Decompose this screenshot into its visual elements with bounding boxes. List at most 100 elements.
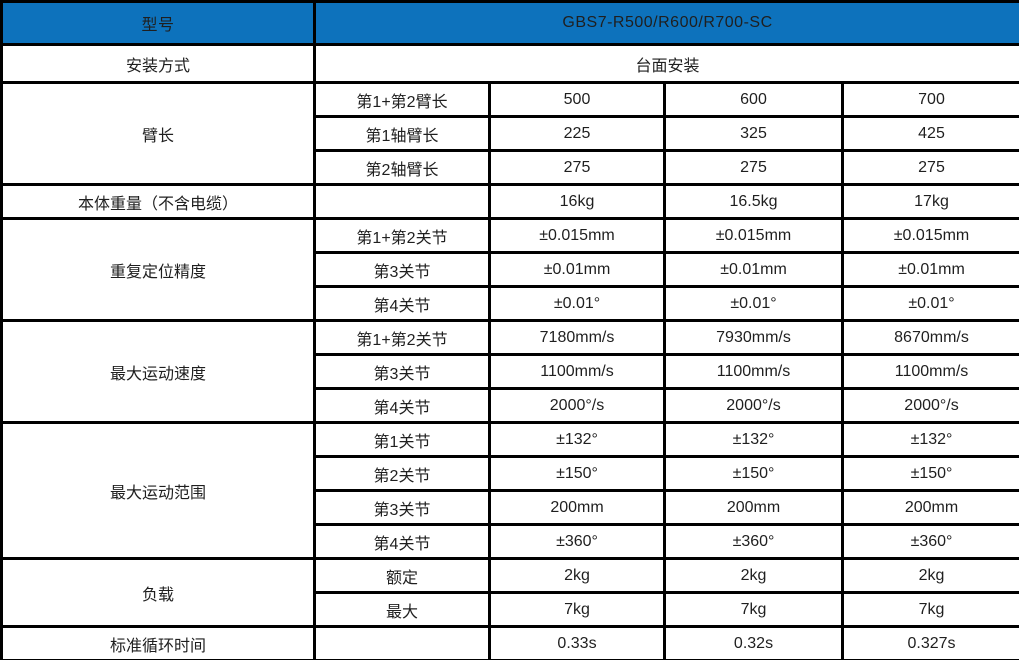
sub-label-cell: 第1+第2臂长 xyxy=(313,81,491,118)
sub-label-cell: 第1+第2关节 xyxy=(313,319,491,356)
table-row: 最大运动速度 第1+第2关节 7180mm/s 7930mm/s 8670mm/… xyxy=(0,319,1019,424)
value-cell: ±360° xyxy=(840,523,1019,560)
table-row: 臂长 第1+第2臂长 500 600 700 xyxy=(0,81,1019,186)
value-cell: 2kg xyxy=(488,557,666,594)
sub-label-cell: 第2轴臂长 xyxy=(313,149,491,186)
value-cell: 2000°/s xyxy=(488,387,666,424)
value-cell: 7kg xyxy=(663,591,844,628)
value-cell: 7930mm/s xyxy=(663,319,844,356)
value-cell: 2000°/s xyxy=(840,387,1019,424)
table-row: 安装方式 台面安装 xyxy=(0,43,1019,84)
section-label-max-range: 最大运动范围 xyxy=(0,421,316,560)
sub-label-cell: 第2关节 xyxy=(313,455,491,492)
value-cell: 200mm xyxy=(663,489,844,526)
table-row: 本体重量（不含电缆） 16kg 16.5kg 17kg xyxy=(0,183,1019,220)
value-cell: ±0.01mm xyxy=(840,251,1019,288)
sub-label-cell: 第3关节 xyxy=(313,251,491,288)
value-cell: ±360° xyxy=(488,523,666,560)
sub-label-cell xyxy=(313,183,491,220)
value-cell: ±0.015mm xyxy=(488,217,666,254)
value-cell: ±0.01° xyxy=(488,285,666,322)
section-label-max-speed: 最大运动速度 xyxy=(0,319,316,424)
value-cell: 7kg xyxy=(840,591,1019,628)
table-row: 第4关节 ±0.01° ±0.01° ±0.01° xyxy=(2,285,1019,322)
sub-label-cell: 第1轴臂长 xyxy=(313,115,491,152)
value-cell: 600 xyxy=(663,81,844,118)
value-cell: 2000°/s xyxy=(663,387,844,424)
table-row: 负载 额定 2kg 2kg 2kg xyxy=(0,557,1019,628)
value-cell: 200mm xyxy=(488,489,666,526)
model-value-cell: GBS7-R500/R600/R700-SC xyxy=(312,0,1019,46)
value-cell: 0.327s xyxy=(840,625,1019,660)
table-row: 最大 7kg 7kg 7kg xyxy=(2,591,1019,628)
value-cell: ±132° xyxy=(840,421,1019,458)
value-cell: ±0.01° xyxy=(663,285,844,322)
sub-label-cell xyxy=(313,625,491,660)
value-cell: ±0.01mm xyxy=(488,251,666,288)
value-cell: 17kg xyxy=(840,183,1019,220)
sub-label-cell: 额定 xyxy=(313,557,491,594)
sub-label-cell: 第4关节 xyxy=(313,387,491,424)
value-cell: 200mm xyxy=(840,489,1019,526)
value-cell: 325 xyxy=(663,115,844,152)
value-cell: ±132° xyxy=(663,421,844,458)
value-cell: 425 xyxy=(840,115,1019,152)
value-cell: ±0.015mm xyxy=(663,217,844,254)
value-cell: 500 xyxy=(488,81,666,118)
value-cell: 7kg xyxy=(488,591,666,628)
table-row: 第2关节 ±150° ±150° ±150° xyxy=(2,455,1019,492)
sub-label-cell: 第4关节 xyxy=(313,523,491,560)
section-label-payload: 负载 xyxy=(0,557,316,628)
value-cell: 275 xyxy=(488,149,666,186)
table-row: 型号 GBS7-R500/R600/R700-SC xyxy=(0,0,1019,46)
table-row: 第4关节 ±360° ±360° ±360° xyxy=(2,523,1019,560)
value-cell: 275 xyxy=(840,149,1019,186)
value-cell: ±150° xyxy=(663,455,844,492)
value-cell: 2kg xyxy=(840,557,1019,594)
value-cell: 7180mm/s xyxy=(488,319,666,356)
value-cell: 2kg xyxy=(663,557,844,594)
value-cell: 1100mm/s xyxy=(663,353,844,390)
value-cell: ±150° xyxy=(488,455,666,492)
model-label-cell: 型号 xyxy=(0,0,316,46)
value-cell: 0.32s xyxy=(663,625,844,660)
table-row: 第3关节 ±0.01mm ±0.01mm ±0.01mm xyxy=(2,251,1019,288)
value-cell: 700 xyxy=(840,81,1019,118)
table-row: 第3关节 1100mm/s 1100mm/s 1100mm/s xyxy=(2,353,1019,390)
value-cell: ±0.01mm xyxy=(663,251,844,288)
mount-label-cell: 安装方式 xyxy=(0,43,316,84)
value-cell: ±132° xyxy=(488,421,666,458)
section-label-arm-length: 臂长 xyxy=(0,81,316,186)
sub-label-cell: 第4关节 xyxy=(313,285,491,322)
value-cell: 1100mm/s xyxy=(840,353,1019,390)
value-cell: 16kg xyxy=(488,183,666,220)
value-cell: 225 xyxy=(488,115,666,152)
section-label-cycle-time: 标准循环时间 xyxy=(0,625,316,660)
sub-label-cell: 第1关节 xyxy=(313,421,491,458)
table-row: 第2轴臂长 275 275 275 xyxy=(2,149,1019,186)
section-label-repeat-accuracy: 重复定位精度 xyxy=(0,217,316,322)
sub-label-cell: 第1+第2关节 xyxy=(313,217,491,254)
value-cell: ±0.015mm xyxy=(840,217,1019,254)
table-row: 最大运动范围 第1关节 ±132° ±132° ±132° xyxy=(0,421,1019,560)
sub-label-cell: 第3关节 xyxy=(313,489,491,526)
value-cell: ±0.01° xyxy=(840,285,1019,322)
value-cell: 8670mm/s xyxy=(840,319,1019,356)
table-row: 第4关节 2000°/s 2000°/s 2000°/s xyxy=(2,387,1019,424)
table-row: 第3关节 200mm 200mm 200mm xyxy=(2,489,1019,526)
value-cell: ±150° xyxy=(840,455,1019,492)
value-cell: 16.5kg xyxy=(663,183,844,220)
value-cell: ±360° xyxy=(663,523,844,560)
section-label-body-weight: 本体重量（不含电缆） xyxy=(0,183,316,220)
value-cell: 0.33s xyxy=(488,625,666,660)
table-row: 第1轴臂长 225 325 425 xyxy=(2,115,1019,152)
table-row: 重复定位精度 第1+第2关节 ±0.015mm ±0.015mm ±0.015m… xyxy=(0,217,1019,322)
sub-label-cell: 最大 xyxy=(313,591,491,628)
value-cell: 1100mm/s xyxy=(488,353,666,390)
table-row: 标准循环时间 0.33s 0.32s 0.327s xyxy=(0,625,1019,660)
mount-value-cell: 台面安装 xyxy=(312,43,1019,84)
sub-label-cell: 第3关节 xyxy=(313,353,491,390)
value-cell: 275 xyxy=(663,149,844,186)
